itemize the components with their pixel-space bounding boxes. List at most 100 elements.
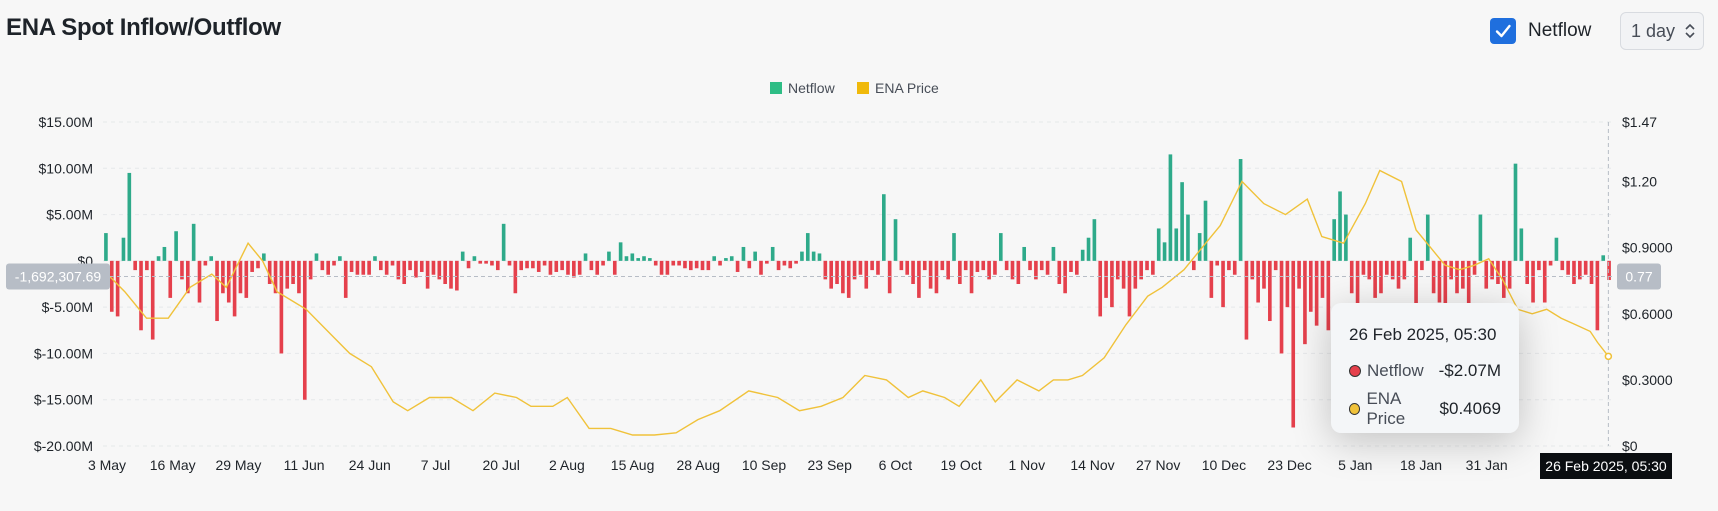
netflow-bar bbox=[419, 260, 424, 272]
netflow-bar bbox=[1080, 249, 1085, 261]
netflow-bar bbox=[1385, 260, 1389, 275]
netflow-bar bbox=[1168, 154, 1173, 261]
netflow-bar bbox=[975, 260, 980, 272]
netflow-bar bbox=[133, 260, 137, 271]
netflow-bar bbox=[121, 237, 126, 261]
netflow-bar bbox=[1338, 191, 1342, 261]
netflow-bar bbox=[1303, 260, 1307, 345]
netflow-bar bbox=[1133, 260, 1138, 289]
netflow-bar bbox=[273, 260, 278, 294]
netflow-bar bbox=[1156, 228, 1161, 261]
netflow-bar bbox=[963, 260, 968, 271]
netflow-bar bbox=[542, 260, 547, 266]
netflow-bar bbox=[1180, 182, 1184, 261]
netflow-bar bbox=[203, 260, 208, 266]
netflow-bar bbox=[1279, 260, 1284, 354]
netflow-bar bbox=[1069, 260, 1073, 272]
netflow-bar bbox=[1490, 260, 1494, 280]
netflow-bar bbox=[314, 253, 319, 261]
netflow-bar bbox=[782, 260, 787, 266]
netflow-bar bbox=[624, 256, 629, 261]
netflow-bar bbox=[209, 256, 214, 261]
netflow-bar bbox=[495, 260, 500, 271]
netflow-bar bbox=[267, 260, 272, 284]
netflow-bar bbox=[262, 253, 266, 261]
netflow-bar bbox=[1186, 214, 1190, 261]
netflow-bar bbox=[1256, 260, 1260, 303]
price-hover-dot bbox=[1604, 352, 1613, 361]
netflow-bar bbox=[1408, 237, 1413, 261]
netflow-bar bbox=[911, 260, 915, 284]
y2-tick-label: $1.20 bbox=[1622, 174, 1657, 190]
netflow-bar bbox=[583, 253, 588, 261]
netflow-bar bbox=[1191, 260, 1196, 271]
netflow-bar bbox=[1250, 260, 1255, 280]
netflow-bar bbox=[1004, 260, 1009, 271]
netflow-bar bbox=[1063, 260, 1067, 294]
netflow-bar bbox=[1238, 159, 1243, 261]
netflow-bar bbox=[1554, 237, 1559, 261]
netflow-bar bbox=[589, 260, 594, 271]
netflow-bar bbox=[1115, 260, 1120, 280]
netflow-bar bbox=[185, 260, 190, 294]
netflow-bar bbox=[577, 260, 582, 275]
netflow-bar bbox=[1262, 260, 1266, 289]
netflow-bar bbox=[326, 260, 330, 275]
netflow-bar bbox=[630, 253, 635, 261]
y2-tick-label: $0 bbox=[1622, 438, 1638, 454]
netflow-bar bbox=[566, 260, 570, 275]
chevron-updown-icon bbox=[1685, 22, 1695, 40]
legend-price-label: ENA Price bbox=[875, 80, 939, 96]
crosshair-price-label-bg bbox=[1617, 263, 1661, 290]
tooltip-date: 26 Feb 2025, 05:30 bbox=[1349, 325, 1497, 344]
y2-tick-label: $1.47 bbox=[1622, 114, 1657, 130]
netflow-bar bbox=[1519, 228, 1524, 261]
netflow-bar bbox=[338, 256, 342, 261]
netflow-bar bbox=[466, 260, 471, 269]
netflow-bar bbox=[841, 260, 845, 294]
netflow-bar bbox=[572, 260, 576, 278]
legend-netflow-swatch bbox=[770, 82, 782, 94]
netflow-bar bbox=[741, 246, 746, 261]
netflow-bar bbox=[1110, 260, 1114, 308]
netflow-dot-icon bbox=[1349, 365, 1361, 377]
netflow-bar bbox=[490, 260, 494, 266]
netflow-bar bbox=[706, 260, 711, 271]
netflow-bar bbox=[1016, 260, 1021, 284]
netflow-bar bbox=[174, 231, 178, 261]
netflow-bar bbox=[156, 256, 161, 261]
netflow-bar bbox=[1086, 237, 1091, 261]
netflow-toggle-label: Netflow bbox=[1528, 20, 1592, 41]
netflow-bar bbox=[1039, 260, 1044, 271]
netflow-bar bbox=[1449, 260, 1453, 280]
netflow-bar bbox=[893, 219, 898, 261]
netflow-bar bbox=[232, 260, 237, 317]
y-tick-label: $10.00M bbox=[39, 160, 93, 176]
netflow-bar bbox=[952, 233, 956, 261]
netflow-bar bbox=[478, 260, 483, 264]
netflow-bar bbox=[379, 260, 383, 271]
netflow-bar bbox=[1232, 260, 1237, 275]
netflow-bar bbox=[501, 223, 506, 261]
netflow-bar bbox=[1425, 214, 1430, 261]
x-tick-label: 15 Aug bbox=[611, 457, 655, 473]
interval-select[interactable]: 1 day bbox=[1620, 12, 1704, 50]
netflow-bar bbox=[969, 260, 974, 294]
x-tick-label: 5 Jan bbox=[1338, 457, 1372, 473]
crosshair-y-label-bg bbox=[6, 263, 110, 290]
netflow-checkbox[interactable] bbox=[1490, 18, 1516, 44]
netflow-bar bbox=[829, 260, 833, 289]
netflow-bar bbox=[531, 260, 535, 269]
netflow-bar bbox=[302, 260, 307, 400]
x-tick-label: 1 Nov bbox=[1009, 457, 1046, 473]
netflow-bar bbox=[753, 251, 757, 261]
x-tick-label: 10 Sep bbox=[742, 457, 787, 473]
netflow-bar bbox=[1209, 260, 1214, 298]
netflow-bar bbox=[1139, 260, 1143, 280]
netflow-bar bbox=[414, 260, 418, 278]
netflow-toggle[interactable]: Netflow bbox=[1490, 18, 1591, 44]
netflow-bar bbox=[700, 260, 705, 271]
netflow-bar bbox=[115, 260, 120, 317]
netflow-bar bbox=[449, 260, 453, 289]
netflow-bar bbox=[1461, 260, 1465, 289]
